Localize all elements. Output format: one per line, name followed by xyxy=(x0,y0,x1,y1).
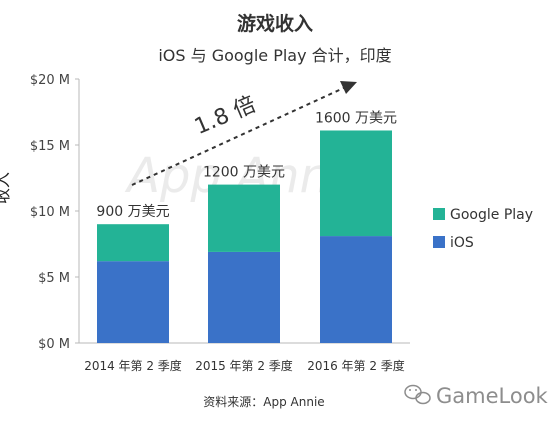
y-tick-label: $0 M xyxy=(38,337,70,352)
y-tick-label: $15 M xyxy=(30,139,70,154)
y-tick-label: $10 M xyxy=(30,205,70,220)
growth-arrow-head xyxy=(340,81,357,94)
growth-label: 1.8 倍 xyxy=(191,92,260,140)
bars-group xyxy=(97,130,392,343)
total-labels-group: 900 万美元 1200 万美元 1600 万美元 xyxy=(96,110,397,220)
bar-google-play xyxy=(320,130,392,237)
legend-label: Google Play xyxy=(450,207,533,223)
brand-mark: GameLook xyxy=(404,384,549,408)
legend: Google Play iOS xyxy=(433,207,533,251)
chart-subtitle: iOS 与 Google Play 合计，印度 xyxy=(158,46,391,65)
bar-total-label: 1200 万美元 xyxy=(203,165,285,181)
x-tick-label: 2016 年第 2 季度 xyxy=(307,358,405,373)
source-note: 资料来源：App Annie xyxy=(203,395,324,409)
brand-name: GameLook xyxy=(436,384,549,408)
bar-ios xyxy=(320,236,392,343)
bar-total-label: 900 万美元 xyxy=(96,204,169,220)
legend-swatch xyxy=(433,236,445,248)
bar-google-play xyxy=(97,224,169,262)
x-tick-label: 2015 年第 2 季度 xyxy=(195,358,293,373)
bar-google-play xyxy=(208,184,280,252)
y-tick-label: $20 M xyxy=(30,73,70,88)
bar-total-label: 1600 万美元 xyxy=(315,110,397,126)
legend-label: iOS xyxy=(450,235,474,251)
x-axis-ticks: 2014 年第 2 季度 2015 年第 2 季度 2016 年第 2 季度 xyxy=(84,358,405,373)
legend-swatch xyxy=(433,208,445,220)
bar-ios xyxy=(97,261,169,343)
bar-ios xyxy=(208,251,280,343)
chart-title: 游戏收入 xyxy=(237,12,313,35)
y-axis-label: 收入 xyxy=(0,172,12,204)
wechat-icon xyxy=(404,384,431,405)
y-axis-ticks: $0 M $5 M $10 M $15 M $20 M xyxy=(30,73,79,352)
y-tick-label: $5 M xyxy=(38,271,70,286)
x-tick-label: 2014 年第 2 季度 xyxy=(84,358,182,373)
